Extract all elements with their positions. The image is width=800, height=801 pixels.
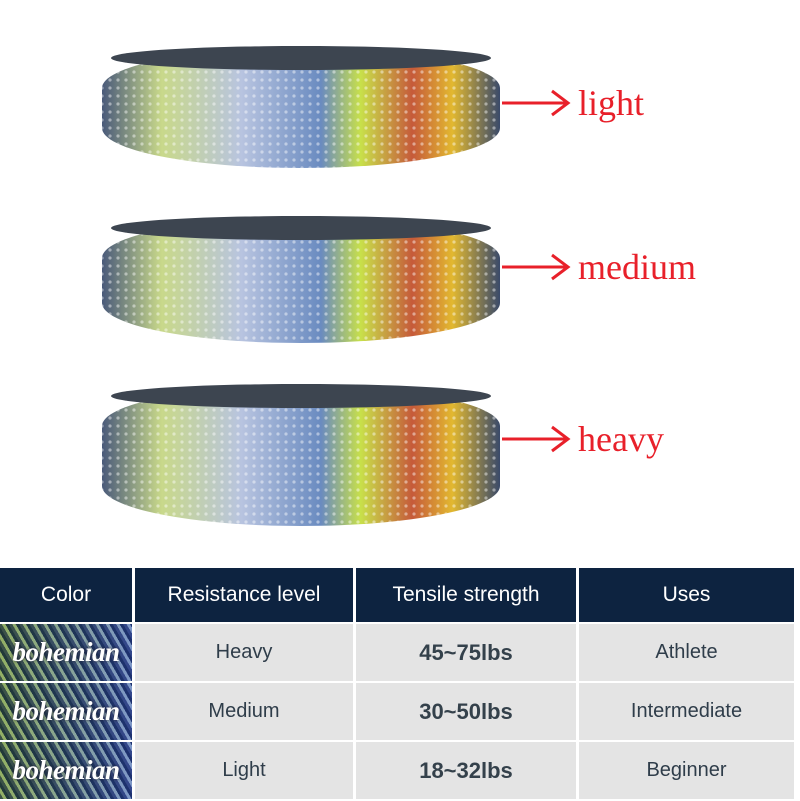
header-resistance-level: Resistance level [135,568,353,622]
resistance-level: Light [135,742,353,799]
band-label-light: light [500,82,644,124]
table-row: bohemian Light 18~32lbs Beginner [0,742,794,799]
tensile-strength: 18~32lbs [356,742,576,799]
header-tensile-strength: Tensile strength [356,568,576,622]
band-label-text: light [578,83,645,123]
color-name: bohemian [12,696,120,726]
uses: Intermediate [579,683,794,740]
band-heavy-image [98,366,508,536]
band-label-text: heavy [578,419,664,459]
band-label-text: medium [578,247,696,287]
resistance-level: Medium [135,683,353,740]
tensile-strength: 45~75lbs [356,624,576,681]
band-medium-image [98,198,508,368]
uses: Athlete [579,624,794,681]
tensile-strength: 30~50lbs [356,683,576,740]
table-row: bohemian Heavy 45~75lbs Athlete [0,624,794,681]
header-color: Color [0,568,132,622]
band-light-image [98,28,508,198]
arrow-right-icon [502,425,571,453]
table-header-row: Color Resistance level Tensile strength … [0,568,794,622]
band-label-heavy: heavy [500,418,664,460]
resistance-level: Heavy [135,624,353,681]
header-uses: Uses [579,568,794,622]
arrow-right-icon [502,89,571,117]
table-row: bohemian Medium 30~50lbs Intermediate [0,683,794,740]
color-name: bohemian [12,755,120,785]
band-label-medium: medium [500,246,696,288]
color-name: bohemian [12,637,120,667]
uses: Beginner [579,742,794,799]
color-swatch: bohemian [0,683,132,740]
color-swatch: bohemian [0,742,132,799]
arrow-right-icon [502,253,571,281]
color-swatch: bohemian [0,624,132,681]
spec-table: Color Resistance level Tensile strength … [0,566,797,801]
